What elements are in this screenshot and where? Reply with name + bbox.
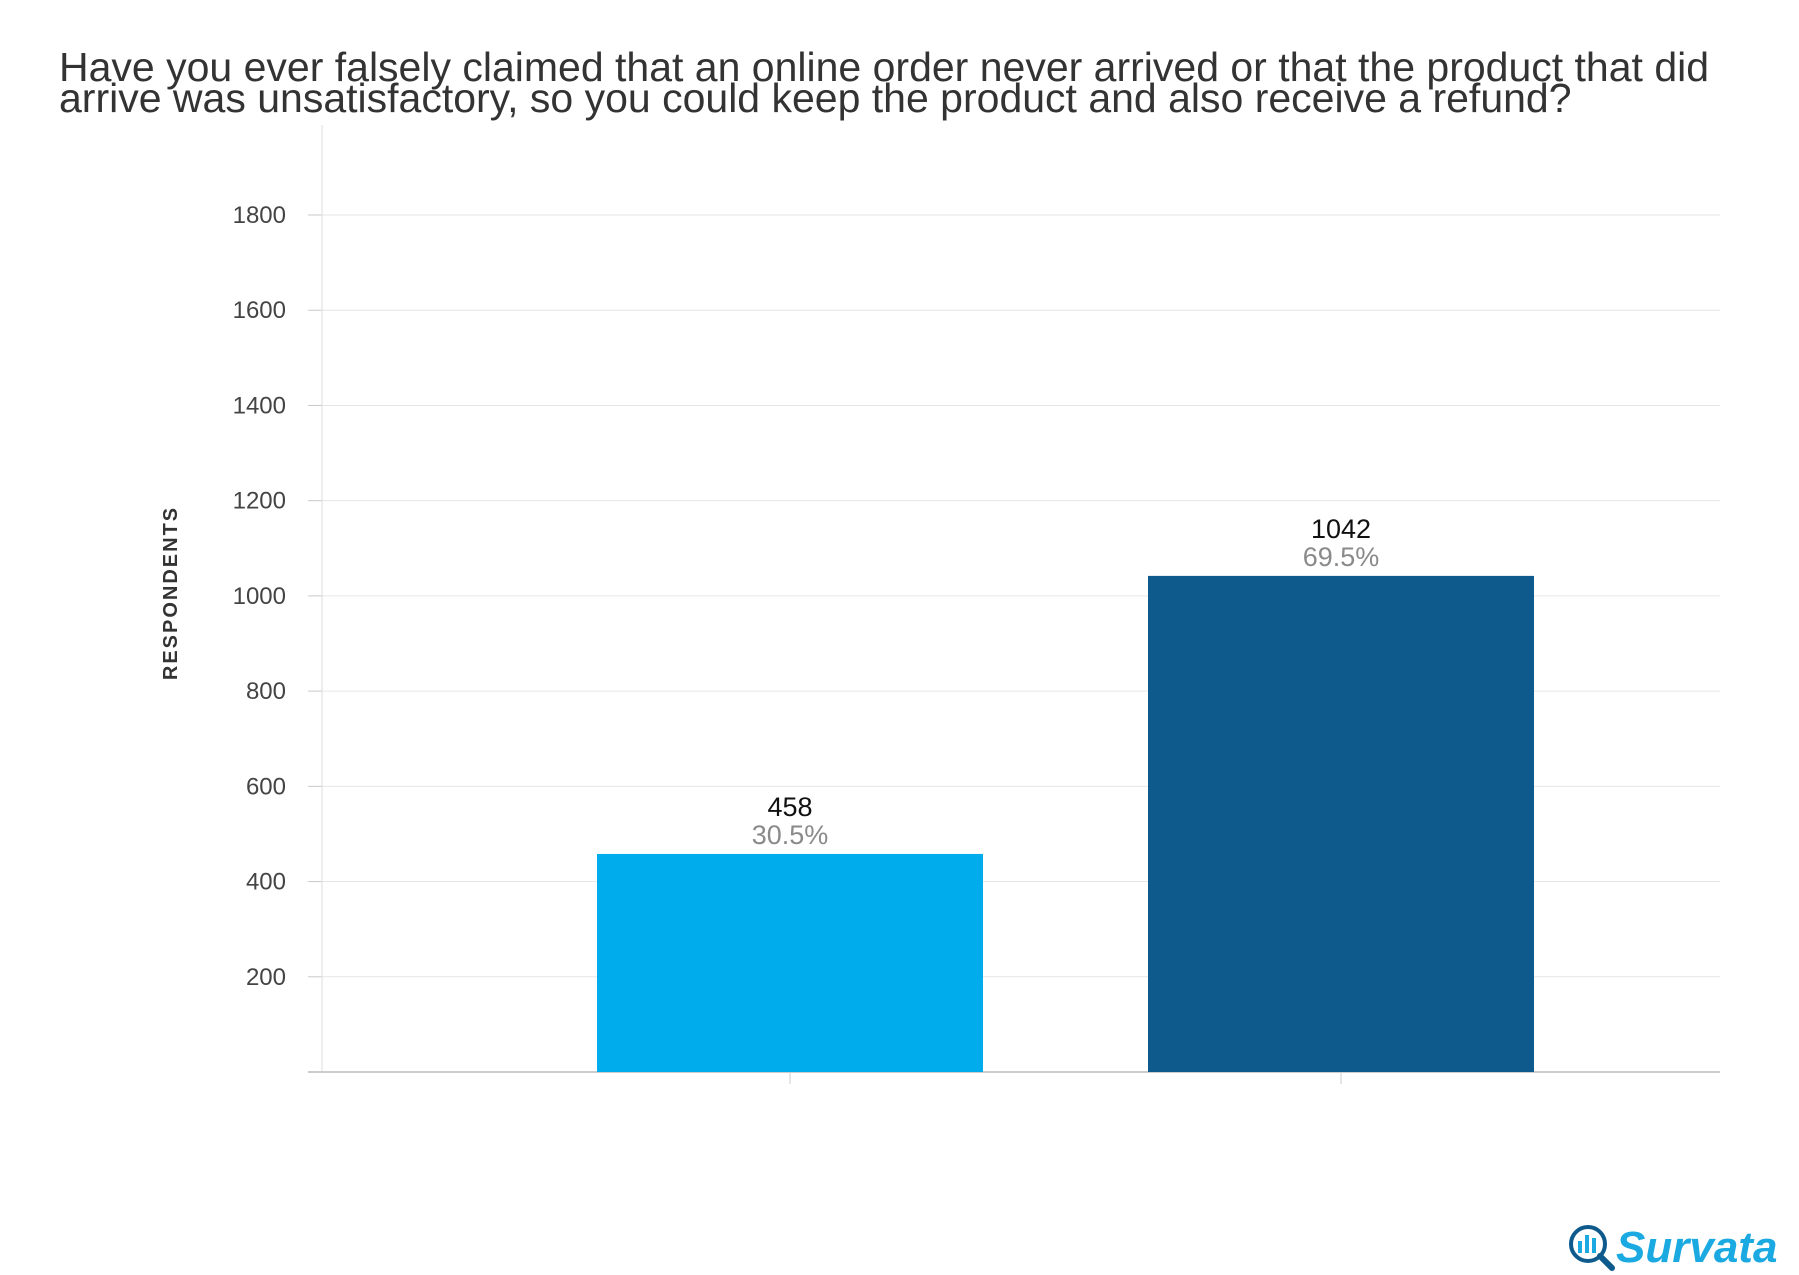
y-tick-label: 800 (246, 678, 286, 705)
y-axis-label: RESPONDENTS (160, 506, 182, 680)
y-tick-label: 1600 (233, 297, 286, 324)
y-tick-label: 400 (246, 869, 286, 896)
bars (597, 575, 1534, 1072)
y-tick-label: 1400 (233, 392, 286, 419)
survata-logo: Survata (1569, 1223, 1777, 1272)
y-tick-label: 600 (246, 773, 286, 800)
bar-1 (597, 853, 983, 1072)
chart-title: Have you ever falsely claimed that an on… (59, 44, 1710, 121)
y-tick-label: 1000 (233, 583, 286, 610)
bar-2 (1148, 575, 1534, 1072)
bar-value-label: 458 (767, 792, 812, 822)
bar-percent-label: 30.5% (752, 820, 829, 850)
magnifier-chart-icon (1569, 1225, 1615, 1271)
bar-value-label: 1042 (1311, 514, 1371, 544)
y-tick-label: 1200 (233, 488, 286, 515)
axes: 200 400 600 800 1000 1200 1400 1600 1800 (233, 125, 1720, 1084)
bar-percent-label: 69.5% (1303, 542, 1380, 572)
y-tick-label: 1800 (233, 202, 286, 229)
logo-text: Survata (1616, 1223, 1777, 1272)
y-tick-label: 200 (246, 964, 286, 991)
